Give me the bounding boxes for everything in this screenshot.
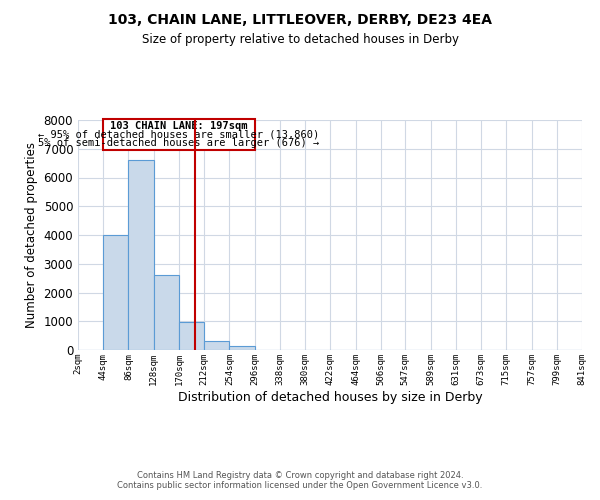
Text: 103 CHAIN LANE: 197sqm: 103 CHAIN LANE: 197sqm [110,120,248,130]
X-axis label: Distribution of detached houses by size in Derby: Distribution of detached houses by size … [178,390,482,404]
Text: 103, CHAIN LANE, LITTLEOVER, DERBY, DE23 4EA: 103, CHAIN LANE, LITTLEOVER, DERBY, DE23… [108,12,492,26]
Bar [229,346,254,350]
Text: 5% of semi-detached houses are larger (676) →: 5% of semi-detached houses are larger (6… [38,138,320,148]
Bar [128,160,154,350]
Text: Contains HM Land Registry data © Crown copyright and database right 2024.
Contai: Contains HM Land Registry data © Crown c… [118,470,482,490]
Bar [179,322,204,350]
Bar [154,275,179,350]
Bar [103,118,254,150]
Text: ← 95% of detached houses are smaller (13,860): ← 95% of detached houses are smaller (13… [38,130,320,140]
Bar [204,340,229,350]
Bar [103,235,128,350]
Y-axis label: Number of detached properties: Number of detached properties [25,142,38,328]
Text: Size of property relative to detached houses in Derby: Size of property relative to detached ho… [142,32,458,46]
